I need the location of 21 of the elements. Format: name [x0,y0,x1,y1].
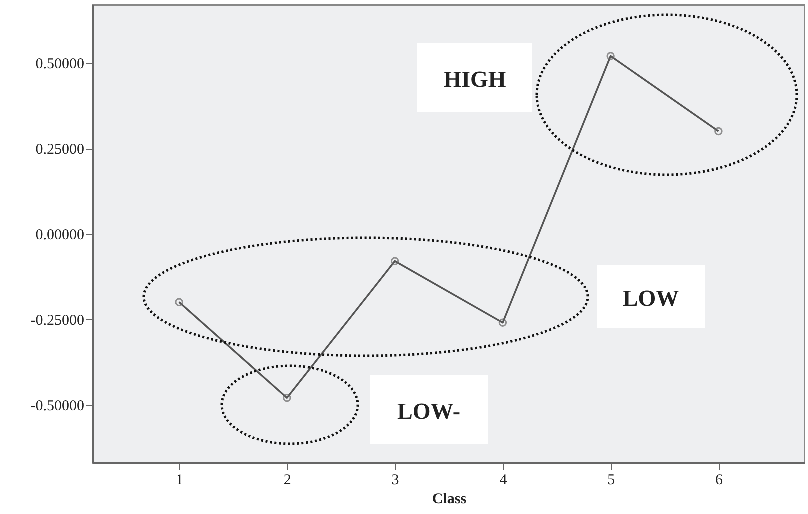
x-tick-label: 2 [284,472,292,488]
point [175,298,184,306]
annotation: HIGH [444,67,506,92]
point [606,52,615,60]
x-tick-label: 5 [608,472,616,488]
y-tick-label: 0.50000 [36,56,84,73]
x-axis-title: Class [432,492,467,508]
point [498,318,508,327]
y-tick-label: -0.25000 [30,312,84,329]
y-tick-label: 0.00000 [36,228,84,244]
x-tick-label: 4 [500,472,508,488]
point [283,394,292,402]
x-tick-label: 1 [176,472,184,488]
point [714,127,723,136]
x-tick-label: 3 [392,472,400,488]
point [390,257,400,266]
annotation: LOW- [397,399,461,424]
y-tick-label: 0.25000 [36,142,84,158]
annotation: LOW [622,286,680,311]
x-tick-label: 6 [715,472,724,488]
y-tick-label: -0.50000 [30,398,84,414]
